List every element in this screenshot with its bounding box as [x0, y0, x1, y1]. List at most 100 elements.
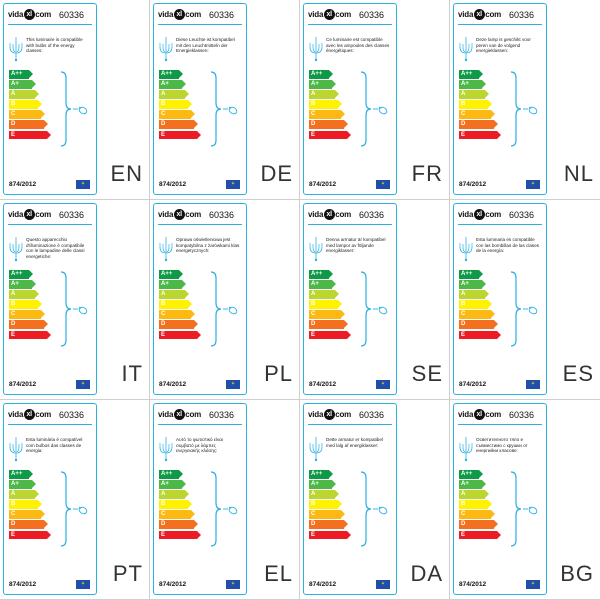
brand-logo: vida xl com [308, 409, 351, 420]
brand-mark: xl [173, 9, 185, 20]
label-panel-es: vida xl com 60336 Esta luminaria es compat… [450, 200, 600, 400]
energy-class-bar: A [9, 90, 39, 99]
language-code: FR [411, 161, 443, 186]
brand-suffix: com [185, 210, 202, 219]
compatibility-text: Esta luminaria es compatible con las bom… [476, 237, 540, 254]
brand-mark: xl [323, 209, 335, 220]
header-divider [8, 24, 92, 25]
energy-class-scale: A++ A+ A B C D E [159, 270, 201, 341]
regulation-number: 874/2012 [459, 381, 487, 388]
model-number: 60336 [509, 210, 535, 220]
regulation-number: 874/2012 [159, 181, 187, 188]
compatibility-text: Diese Leuchte ist kompatibel mit den Leu… [176, 37, 235, 54]
bulb-icon [73, 306, 88, 315]
brand-name: vida [458, 10, 474, 19]
energy-class-bar: C [459, 110, 495, 119]
energy-class-scale: A++ A+ A B C D E [309, 270, 351, 341]
compatibility-text: Oprawa oświetleniowa jest kompatybilna z… [176, 237, 240, 254]
energy-class-bar: A [309, 90, 339, 99]
class-range-brace [210, 271, 238, 347]
energy-label-card: vida xl com 60336 Αυτό το φωτιστικό είναι … [153, 403, 247, 595]
class-range-brace [510, 71, 538, 147]
header-divider [458, 24, 542, 25]
energy-class-bar: A+ [459, 80, 486, 89]
energy-class-bar: E [309, 130, 351, 140]
brand-suffix: com [335, 210, 352, 219]
energy-class-bar: D [159, 520, 198, 529]
energy-class-bar: A++ [309, 270, 333, 279]
brand-mark: xl [473, 9, 485, 20]
model-number: 60336 [59, 410, 85, 420]
brand-suffix: com [185, 410, 202, 419]
language-code: PL [264, 361, 293, 386]
energy-class-bar: A+ [309, 80, 336, 89]
class-range-brace [510, 471, 538, 547]
regulation-number: 874/2012 [159, 581, 187, 588]
energy-class-bar: A++ [159, 270, 183, 279]
label-panel-fr: vida xl com 60336 Ce luminaire est compati… [300, 0, 450, 200]
brand-name: vida [308, 10, 324, 19]
energy-class-bar: A+ [159, 80, 186, 89]
energy-class-bar: A++ [309, 70, 333, 79]
label-panel-el: vida xl com 60336 Αυτό το φωτιστικό είναι … [150, 400, 300, 600]
energy-class-bar: B [309, 300, 342, 309]
regulation-number: 874/2012 [309, 381, 337, 388]
chandelier-icon [159, 37, 173, 62]
energy-class-bar: C [9, 110, 45, 119]
eu-flag-icon: ✶ [376, 180, 390, 189]
energy-class-bar: A+ [9, 80, 36, 89]
energy-class-bar: C [309, 310, 345, 319]
chandelier-icon [9, 437, 23, 462]
energy-class-bar: A++ [309, 470, 333, 479]
energy-class-scale: A++ A+ A B C D E [459, 470, 501, 541]
model-number: 60336 [209, 10, 235, 20]
energy-class-bar: C [459, 310, 495, 319]
energy-class-bar: A++ [459, 470, 483, 479]
energy-class-bar: D [309, 320, 348, 329]
label-panel-de: vida xl com 60336 Diese Leuchte ist kompat… [150, 0, 300, 200]
class-range-brace [360, 71, 388, 147]
model-number: 60336 [359, 10, 385, 20]
energy-class-bar: E [459, 130, 501, 140]
language-code: IT [121, 361, 143, 386]
header-divider [308, 224, 392, 225]
energy-class-bar: A+ [459, 480, 486, 489]
chandelier-icon [459, 237, 473, 262]
energy-class-bar: A [459, 490, 489, 499]
eu-flag-icon: ✶ [526, 580, 540, 589]
energy-class-scale: A++ A+ A B C D E [9, 70, 51, 141]
energy-class-bar: A+ [9, 280, 36, 289]
bulb-icon [373, 306, 388, 315]
eu-flag-icon: ✶ [526, 380, 540, 389]
compatibility-text: Dette armatur er kompatibel med lalg af … [326, 437, 383, 448]
model-number: 60336 [209, 210, 235, 220]
energy-class-bar: D [309, 520, 348, 529]
energy-class-bar: A++ [459, 270, 483, 279]
energy-class-bar: A++ [9, 470, 33, 479]
brand-logo: vida xl com [308, 9, 351, 20]
eu-flag-icon: ✶ [76, 580, 90, 589]
brand-suffix: com [485, 410, 502, 419]
energy-class-bar: D [459, 120, 498, 129]
compatibility-text: This luminaire is compatible with bulbs … [26, 37, 83, 54]
chandelier-icon [159, 237, 173, 262]
bulb-icon [523, 306, 538, 315]
brand-name: vida [8, 410, 24, 419]
header-divider [308, 424, 392, 425]
energy-class-bar: C [459, 510, 495, 519]
brand-suffix: com [35, 210, 52, 219]
energy-label-card: vida xl com 60336 Dette armatur er kompati… [303, 403, 397, 595]
brand-mark: xl [23, 209, 35, 220]
brand-suffix: com [185, 10, 202, 19]
energy-class-bar: B [459, 100, 492, 109]
label-panel-pl: vida xl com 60336 Oprawa oświetleniowa jes… [150, 200, 300, 400]
energy-label-card: vida xl com 60336 Осветителното тяло е съв… [453, 403, 547, 595]
class-range-brace [360, 471, 388, 547]
class-range-brace [210, 471, 238, 547]
energy-label-card: vida xl com 60336 Oprawa oświetleniowa jes… [153, 203, 247, 395]
energy-label-card: vida xl com 60336 Denna armatur är kompati… [303, 203, 397, 395]
energy-class-bar: E [159, 130, 201, 140]
header-divider [308, 24, 392, 25]
energy-class-bar: A++ [459, 70, 483, 79]
compatibility-text: Esta luminária é compatível com bulbos d… [26, 437, 83, 454]
